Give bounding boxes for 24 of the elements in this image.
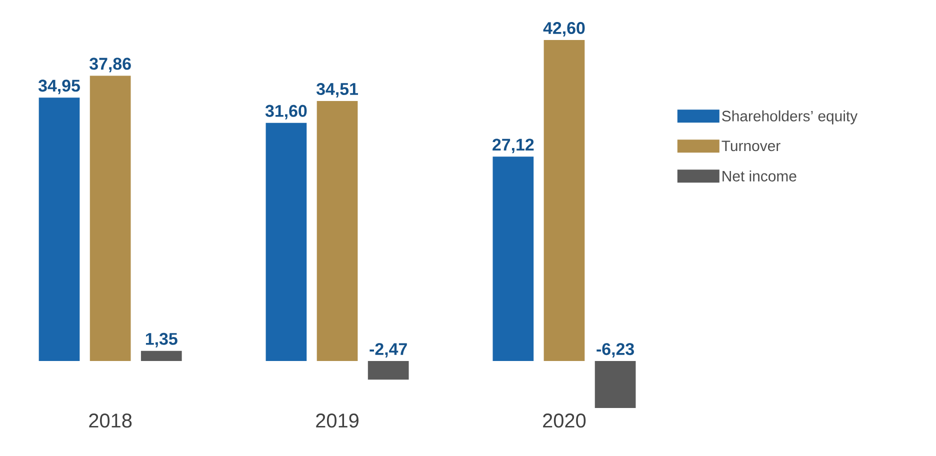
data-label: -2,47 <box>370 343 407 358</box>
bar <box>266 122 307 362</box>
bar <box>140 350 182 362</box>
legend-label: Net income <box>722 170 796 182</box>
data-label: 34,95 <box>38 80 80 94</box>
bar <box>90 76 131 362</box>
data-label: 1,35 <box>146 332 178 348</box>
x-tick-label: 2020 <box>543 414 586 428</box>
data-label: 34,51 <box>316 83 358 98</box>
x-tick-label: 2018 <box>89 414 132 428</box>
bar <box>38 98 80 362</box>
data-label: 42,60 <box>543 22 585 36</box>
data-label: 31,60 <box>265 104 307 120</box>
bar <box>492 156 534 362</box>
bar <box>316 100 358 362</box>
legend-label: Shareholders’ equity <box>722 110 858 124</box>
legend-label: Turnover <box>722 140 780 152</box>
data-label: 27,12 <box>492 138 534 154</box>
bar <box>368 361 409 380</box>
bar <box>544 40 585 362</box>
data-label: -6,23 <box>596 343 634 358</box>
bar <box>594 361 636 408</box>
data-label: 37,86 <box>90 58 131 72</box>
x-tick-label: 2019 <box>316 414 358 428</box>
